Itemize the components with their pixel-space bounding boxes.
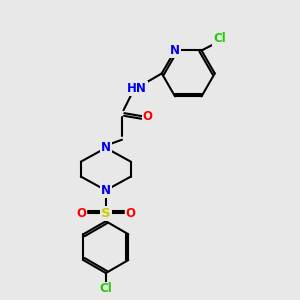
Text: O: O bbox=[126, 207, 136, 220]
Text: Cl: Cl bbox=[100, 282, 112, 296]
Text: N: N bbox=[101, 141, 111, 154]
Text: O: O bbox=[142, 110, 153, 123]
Text: Cl: Cl bbox=[213, 32, 226, 45]
Text: N: N bbox=[101, 184, 111, 197]
Text: HN: HN bbox=[127, 82, 147, 95]
Text: S: S bbox=[101, 207, 111, 220]
Text: N: N bbox=[170, 44, 180, 57]
Text: O: O bbox=[76, 207, 86, 220]
